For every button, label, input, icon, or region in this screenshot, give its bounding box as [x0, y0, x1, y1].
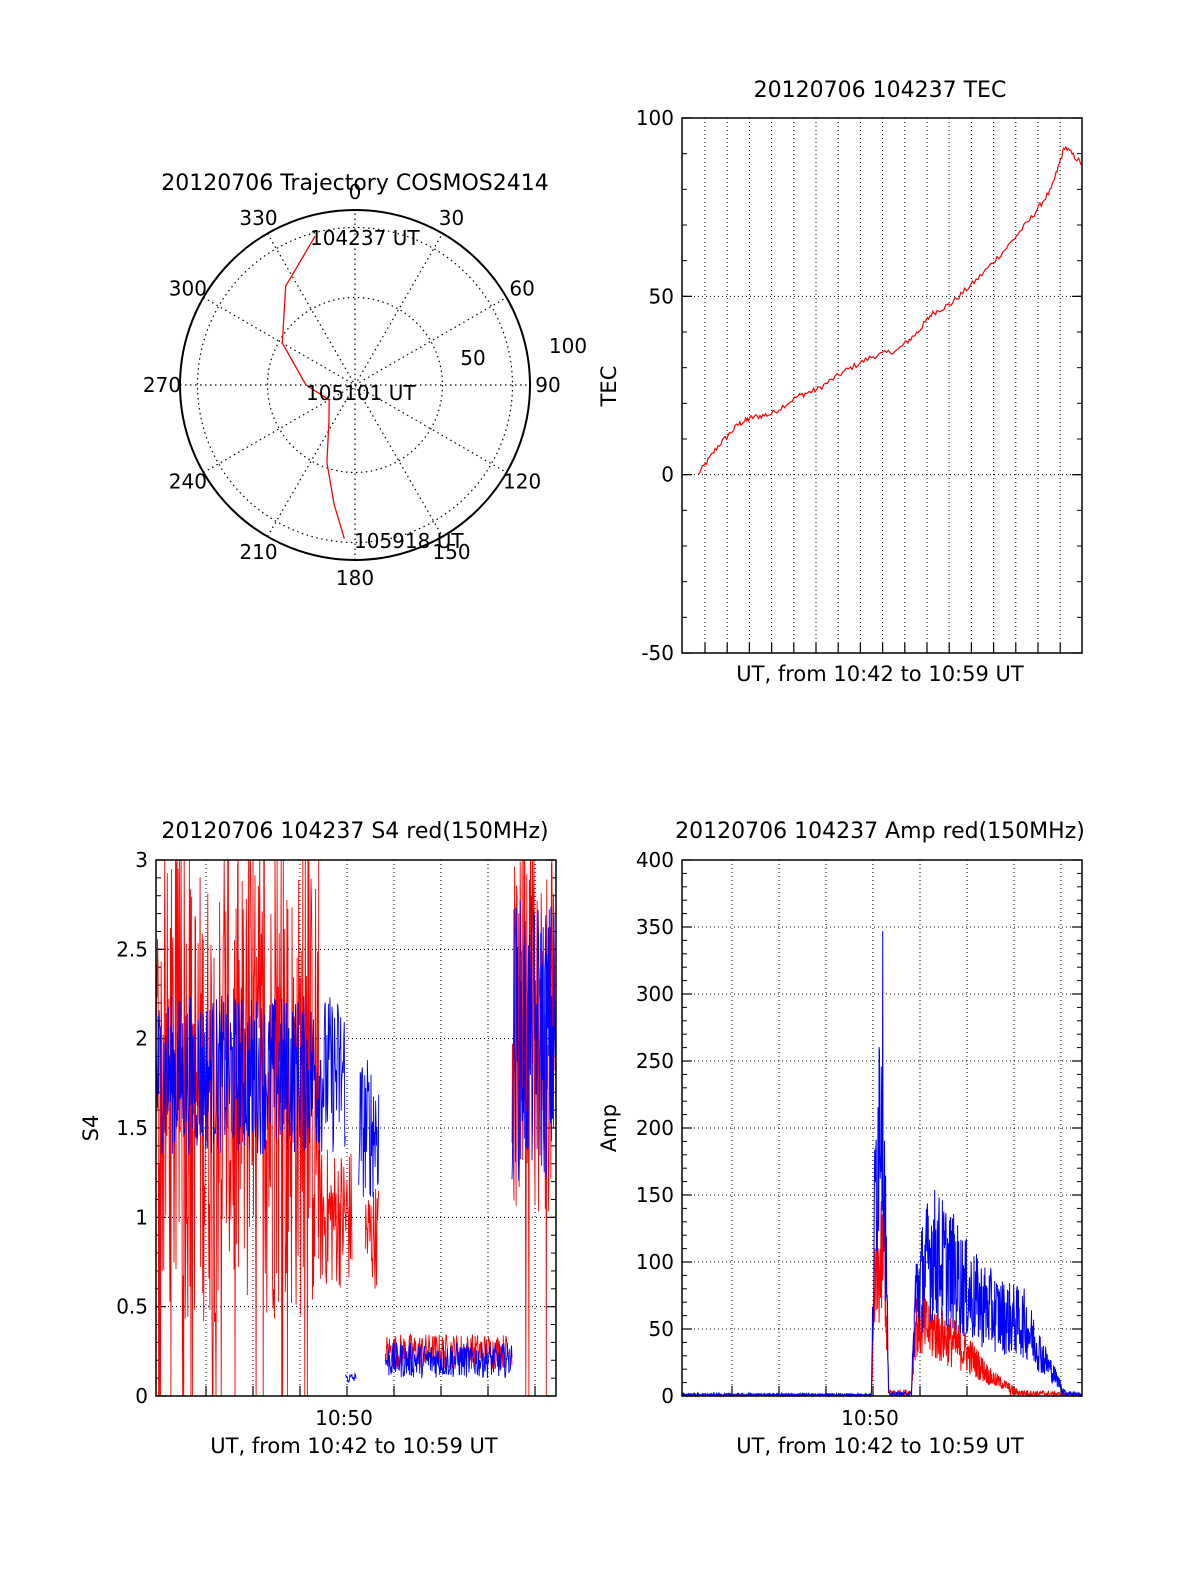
tec-title: 20120706 104237 TEC — [754, 78, 1007, 103]
amp-y-axis-label: Amp — [597, 1104, 621, 1152]
tec-plot-frame — [681, 117, 1083, 654]
y-tick-label: 3 — [135, 848, 148, 872]
y-tick-label: 0 — [661, 463, 674, 487]
azimuth-label: 210 — [239, 540, 277, 564]
y-tick-label: 1 — [135, 1205, 148, 1229]
azimuth-label: 90 — [535, 373, 560, 397]
trajectory-title: 20120706 Trajectory COSMOS2414 — [161, 171, 548, 196]
s4-series — [155, 858, 557, 1397]
polar-grid-ring — [196, 226, 514, 544]
azimuth-label: 150 — [432, 540, 470, 564]
trajectory-polar-chart: 20120706 Trajectory COSMOS2414 0 30 60 90 12… — [143, 171, 587, 590]
y-tick-label: 250 — [636, 1049, 674, 1073]
tec-grid — [682, 117, 1082, 654]
y-tick-label: 50 — [649, 1317, 674, 1341]
y-tick-label: 150 — [636, 1183, 674, 1207]
polar-grid — [180, 210, 530, 560]
amp-chart: 20120706 104237 Amp red(150MHz) 0 50 100 15… — [597, 819, 1085, 1458]
trajectory-mid-time: 105101 UT — [306, 381, 416, 405]
y-tick-label: 100 — [636, 1250, 674, 1274]
polar-grid-ring — [266, 296, 444, 474]
azimuth-label: 180 — [336, 566, 374, 590]
y-tick-label: 400 — [636, 848, 674, 872]
s4-chart: 20120706 104237 S4 red(150MHz) 0 0.5 1 1.5 2… — [79, 819, 557, 1458]
azimuth-label: 0 — [349, 180, 362, 204]
y-tick-label: 200 — [636, 1116, 674, 1140]
azimuth-label: 300 — [169, 277, 207, 301]
azimuth-label: 270 — [143, 373, 181, 397]
tec-x-axis-label: UT, from 10:42 to 10:59 UT — [736, 662, 1024, 686]
azimuth-label: 120 — [503, 470, 541, 494]
satellite-trajectory-line — [281, 235, 345, 539]
trajectory-start-time: 104237 UT — [310, 226, 420, 250]
tec-y-axis-label: TEC — [597, 366, 621, 408]
s4-y-tick-labels: 0 0.5 1 1.5 2 2.5 3 — [116, 848, 148, 1408]
y-tick-label: 2.5 — [116, 937, 148, 961]
y-tick-label: 50 — [649, 284, 674, 308]
azimuth-label: 30 — [439, 206, 464, 230]
s4-plot-frame — [155, 859, 557, 1397]
y-tick-label: -50 — [641, 641, 674, 665]
blue-amp-series-line — [681, 931, 1083, 1398]
y-tick-label: 300 — [636, 982, 674, 1006]
s4-y-axis-label: S4 — [79, 1115, 103, 1142]
s4-x-tick-label: 10:50 — [315, 1406, 373, 1430]
amp-title: 20120706 104237 Amp red(150MHz) — [675, 819, 1085, 844]
radial-label-50: 50 — [460, 346, 485, 370]
s4-title: 20120706 104237 S4 red(150MHz) — [161, 819, 548, 844]
amp-series — [681, 931, 1083, 1398]
azimuth-label: 60 — [509, 277, 534, 301]
y-tick-label: 100 — [636, 106, 674, 130]
azimuth-label: 240 — [169, 470, 207, 494]
polar-azimuth-labels: 0 30 60 90 120 150 180 210 240 270 300 330 — [143, 180, 561, 590]
y-tick-label: 1.5 — [116, 1116, 148, 1140]
polar-outer-circle — [179, 209, 531, 561]
y-tick-label: 0 — [661, 1384, 674, 1408]
radial-label-100: 100 — [549, 334, 587, 358]
polar-spoke — [266, 233, 444, 537]
amp-y-tick-labels: 0 50 100 150 200 250 300 350 400 — [636, 848, 674, 1408]
y-tick-label: 350 — [636, 915, 674, 939]
tec-series-line — [697, 145, 1082, 475]
y-tick-label: 2 — [135, 1027, 148, 1051]
tec-y-tick-labels: -50 0 50 100 — [636, 106, 674, 665]
amp-x-axis-label: UT, from 10:42 to 10:59 UT — [736, 1434, 1024, 1458]
y-tick-label: 0 — [135, 1384, 148, 1408]
y-tick-label: 0.5 — [116, 1295, 148, 1319]
s4-x-axis-label: UT, from 10:42 to 10:59 UT — [210, 1434, 498, 1458]
red-s4-series-line — [155, 858, 557, 1397]
amp-x-tick-label: 10:50 — [841, 1406, 899, 1430]
amp-plot-frame — [681, 859, 1083, 1397]
blue-s4-series-line — [155, 895, 557, 1384]
trajectory-end-time: 105918 UT — [354, 529, 464, 553]
azimuth-label: 330 — [239, 206, 277, 230]
tec-chart: 20120706 104237 TEC -50 0 50 100 TEC UT, fr… — [597, 78, 1083, 686]
